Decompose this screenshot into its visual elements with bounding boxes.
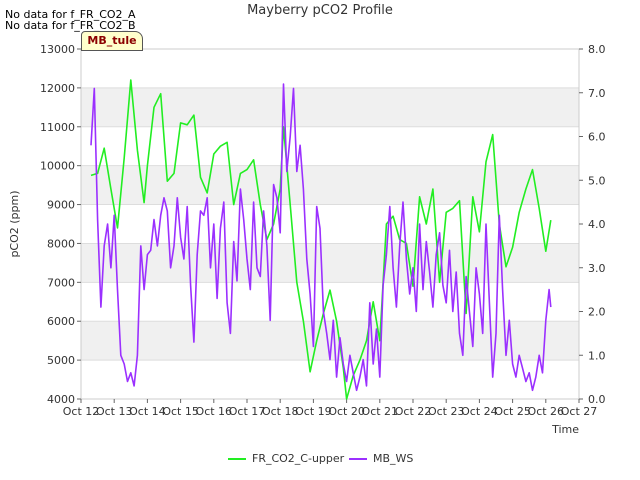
site-badge: MB_tule: [81, 31, 143, 51]
y-axis-label: pCO2 (ppm): [8, 190, 21, 257]
legend-label-mb-ws: MB_WS: [373, 452, 414, 465]
x-tick-label: Oct 26: [528, 405, 565, 418]
series-line-mb-ws: [90, 83, 552, 392]
legend-item-mb-ws: MB_WS: [349, 452, 413, 465]
y-left-tick-label: 4000: [47, 393, 75, 406]
legend-label-fr-co2: FR_CO2_C-upper: [252, 452, 345, 465]
y-left-tick-label: 8000: [47, 237, 75, 250]
y-right-tick-label: 8.0: [588, 43, 606, 56]
x-tick-label: Oct 16: [196, 405, 233, 418]
y-right-tick-label: 5.0: [588, 174, 606, 187]
y-left-tick-label: 6000: [47, 315, 75, 328]
x-tick-label: Oct 23: [428, 405, 465, 418]
y-right-tick-label: 2.0: [588, 306, 606, 319]
x-tick-label: Oct 14: [129, 405, 166, 418]
grid-band: [81, 87, 579, 127]
y-left-tick-label: 5000: [47, 354, 75, 367]
x-tick-label: Oct 15: [162, 405, 199, 418]
legend-swatch-fr-co2: [228, 457, 246, 460]
x-tick-label: Oct 12: [63, 405, 100, 418]
x-axis-label: Time: [551, 423, 579, 436]
y-right-tick-label: 4.0: [588, 218, 606, 231]
no-data-note-b: No data for f_FR_CO2_B: [5, 19, 136, 32]
y-left-tick-label: 12000: [40, 82, 75, 95]
y-left-tick-label: 7000: [47, 276, 75, 289]
x-tick-label: Oct 17: [229, 405, 266, 418]
x-tick-label: Oct 21: [362, 405, 399, 418]
no-data-note-a: No data for f_FR_CO2_A: [5, 8, 136, 21]
y-left-tick-label: 13000: [40, 43, 75, 56]
series-line-fr-co2-c-upper: [90, 79, 552, 400]
x-tick-label: Oct 25: [494, 405, 531, 418]
x-tick-label: Oct 19: [295, 405, 332, 418]
y-left-tick-label: 10000: [40, 160, 75, 173]
y-right-tick-label: 7.0: [588, 87, 606, 100]
x-tick-label: Oct 24: [461, 405, 498, 418]
y-right-tick-label: 3.0: [588, 262, 606, 275]
x-tick-label: Oct 13: [96, 405, 133, 418]
legend: FR_CO2_C-upper MB_WS: [0, 452, 640, 468]
y-left-tick-label: 11000: [40, 121, 75, 134]
x-tick-label: Oct 18: [262, 405, 299, 418]
x-tick-label: Oct 27: [561, 405, 598, 418]
grid-band: [81, 165, 579, 205]
chart-title: Mayberry pCO2 Profile: [247, 3, 393, 18]
y-right-tick-label: 0.0: [588, 393, 606, 406]
x-tick-label: Oct 22: [395, 405, 432, 418]
legend-item-fr-co2: FR_CO2_C-upper: [228, 452, 344, 465]
grid-band: [81, 243, 579, 283]
y-left-tick-label: 9000: [47, 199, 75, 212]
legend-swatch-mb-ws: [349, 457, 367, 460]
y-right-tick-label: 1.0: [588, 349, 606, 362]
y-right-tick-label: 6.0: [588, 131, 606, 144]
x-tick-label: Oct 20: [328, 405, 365, 418]
